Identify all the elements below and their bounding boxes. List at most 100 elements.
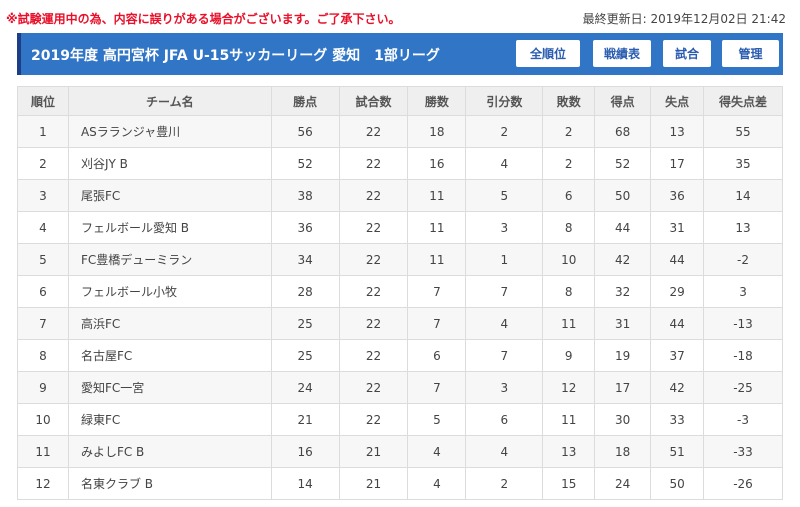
losses-cell: 2 — [542, 147, 596, 180]
team-name-cell[interactable]: フェルボール愛知 B — [67, 211, 272, 244]
rank-cell: 11 — [17, 435, 69, 468]
goals-for-cell: 18 — [594, 435, 652, 468]
table-header-row: 順位 チーム名 勝点 試合数 勝数 引分数 敗数 得点 失点 得失点差 — [17, 86, 783, 116]
goal-diff-cell: 55 — [703, 115, 783, 148]
team-name-cell[interactable]: みよしFC B — [67, 435, 272, 468]
points-cell: 36 — [270, 211, 340, 244]
team-name-cell[interactable]: ASラランジャ豊川 — [67, 115, 272, 148]
col-goals-against[interactable]: 失点 — [650, 86, 705, 116]
table-row: 6 フェルボール小牧 28 22 7 7 8 32 29 3 — [17, 275, 783, 308]
played-cell: 22 — [338, 179, 409, 212]
rank-cell: 4 — [17, 211, 69, 244]
losses-cell: 10 — [542, 243, 596, 276]
results-matrix-button[interactable]: 戦績表 — [593, 40, 651, 67]
points-cell: 21 — [270, 403, 340, 436]
wins-cell: 11 — [407, 243, 467, 276]
points-cell: 28 — [270, 275, 340, 308]
points-cell: 52 — [270, 147, 340, 180]
goal-diff-cell: -13 — [703, 307, 783, 340]
draws-cell: 6 — [465, 403, 544, 436]
col-team[interactable]: チーム名 — [67, 86, 272, 116]
goals-for-cell: 68 — [594, 115, 652, 148]
league-header: 2019年度 高円宮杯 JFA U-15サッカーリーグ 愛知 1部リーグ 全順位… — [17, 33, 783, 75]
points-cell: 16 — [270, 435, 340, 468]
table-row: 11 みよしFC B 16 21 4 4 13 18 51 -33 — [17, 435, 783, 468]
goal-diff-cell: 14 — [703, 179, 783, 212]
played-cell: 22 — [338, 307, 409, 340]
goals-against-cell: 44 — [650, 307, 705, 340]
goal-diff-cell: -18 — [703, 339, 783, 372]
played-cell: 21 — [338, 467, 409, 500]
goals-for-cell: 32 — [594, 275, 652, 308]
team-name-cell[interactable]: 名古屋FC — [67, 339, 272, 372]
col-losses[interactable]: 敗数 — [542, 86, 596, 116]
goals-against-cell: 44 — [650, 243, 705, 276]
table-row: 9 愛知FC一宮 24 22 7 3 12 17 42 -25 — [17, 371, 783, 404]
col-wins[interactable]: 勝数 — [407, 86, 467, 116]
rank-cell: 9 — [17, 371, 69, 404]
goals-for-cell: 19 — [594, 339, 652, 372]
standings-button[interactable]: 全順位 — [516, 40, 580, 67]
rank-cell: 2 — [17, 147, 69, 180]
points-cell: 14 — [270, 467, 340, 500]
goals-against-cell: 51 — [650, 435, 705, 468]
losses-cell: 2 — [542, 115, 596, 148]
wins-cell: 5 — [407, 403, 467, 436]
col-draws[interactable]: 引分数 — [465, 86, 544, 116]
rank-cell: 5 — [17, 243, 69, 276]
admin-button[interactable]: 管理 — [722, 40, 779, 67]
col-points[interactable]: 勝点 — [270, 86, 340, 116]
goals-against-cell: 13 — [650, 115, 705, 148]
wins-cell: 16 — [407, 147, 467, 180]
table-row: 12 名東クラブ B 14 21 4 2 15 24 50 -26 — [17, 467, 783, 500]
played-cell: 22 — [338, 211, 409, 244]
losses-cell: 15 — [542, 467, 596, 500]
played-cell: 22 — [338, 147, 409, 180]
points-cell: 38 — [270, 179, 340, 212]
goals-for-cell: 44 — [594, 211, 652, 244]
goal-diff-cell: -26 — [703, 467, 783, 500]
draws-cell: 4 — [465, 435, 544, 468]
losses-cell: 11 — [542, 403, 596, 436]
points-cell: 56 — [270, 115, 340, 148]
losses-cell: 13 — [542, 435, 596, 468]
goals-against-cell: 17 — [650, 147, 705, 180]
points-cell: 34 — [270, 243, 340, 276]
team-name-cell[interactable]: 尾張FC — [67, 179, 272, 212]
goal-diff-cell: -3 — [703, 403, 783, 436]
losses-cell: 9 — [542, 339, 596, 372]
points-cell: 25 — [270, 307, 340, 340]
points-cell: 25 — [270, 339, 340, 372]
team-name-cell[interactable]: 高浜FC — [67, 307, 272, 340]
team-name-cell[interactable]: 愛知FC一宮 — [67, 371, 272, 404]
wins-cell: 4 — [407, 435, 467, 468]
draws-cell: 3 — [465, 371, 544, 404]
team-name-cell[interactable]: 名東クラブ B — [67, 467, 272, 500]
draws-cell: 2 — [465, 467, 544, 500]
rank-cell: 10 — [17, 403, 69, 436]
team-name-cell[interactable]: 緑東FC — [67, 403, 272, 436]
col-goal-diff[interactable]: 得失点差 — [703, 86, 783, 116]
team-name-cell[interactable]: FC豊橋デューミラン — [67, 243, 272, 276]
wins-cell: 7 — [407, 371, 467, 404]
wins-cell: 4 — [407, 467, 467, 500]
rank-cell: 6 — [17, 275, 69, 308]
losses-cell: 8 — [542, 211, 596, 244]
notice-text: ※試験運用中の為、内容に誤りがある場合がございます。ご了承下さい。 — [6, 12, 401, 26]
goal-diff-cell: 3 — [703, 275, 783, 308]
matches-button[interactable]: 試合 — [663, 40, 711, 67]
rank-cell: 1 — [17, 115, 69, 148]
table-row: 2 刈谷JY B 52 22 16 4 2 52 17 35 — [17, 147, 783, 180]
goal-diff-cell: -2 — [703, 243, 783, 276]
col-rank[interactable]: 順位 — [17, 86, 69, 116]
table-row: 1 ASラランジャ豊川 56 22 18 2 2 68 13 55 — [17, 115, 783, 148]
col-goals-for[interactable]: 得点 — [594, 86, 652, 116]
goals-against-cell: 42 — [650, 371, 705, 404]
wins-cell: 11 — [407, 211, 467, 244]
losses-cell: 8 — [542, 275, 596, 308]
goals-against-cell: 36 — [650, 179, 705, 212]
wins-cell: 11 — [407, 179, 467, 212]
col-played[interactable]: 試合数 — [338, 86, 409, 116]
team-name-cell[interactable]: フェルボール小牧 — [67, 275, 272, 308]
team-name-cell[interactable]: 刈谷JY B — [67, 147, 272, 180]
